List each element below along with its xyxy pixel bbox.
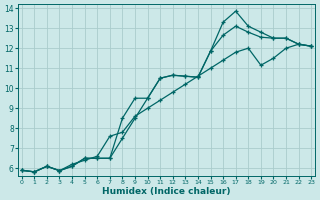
X-axis label: Humidex (Indice chaleur): Humidex (Indice chaleur) bbox=[102, 187, 231, 196]
